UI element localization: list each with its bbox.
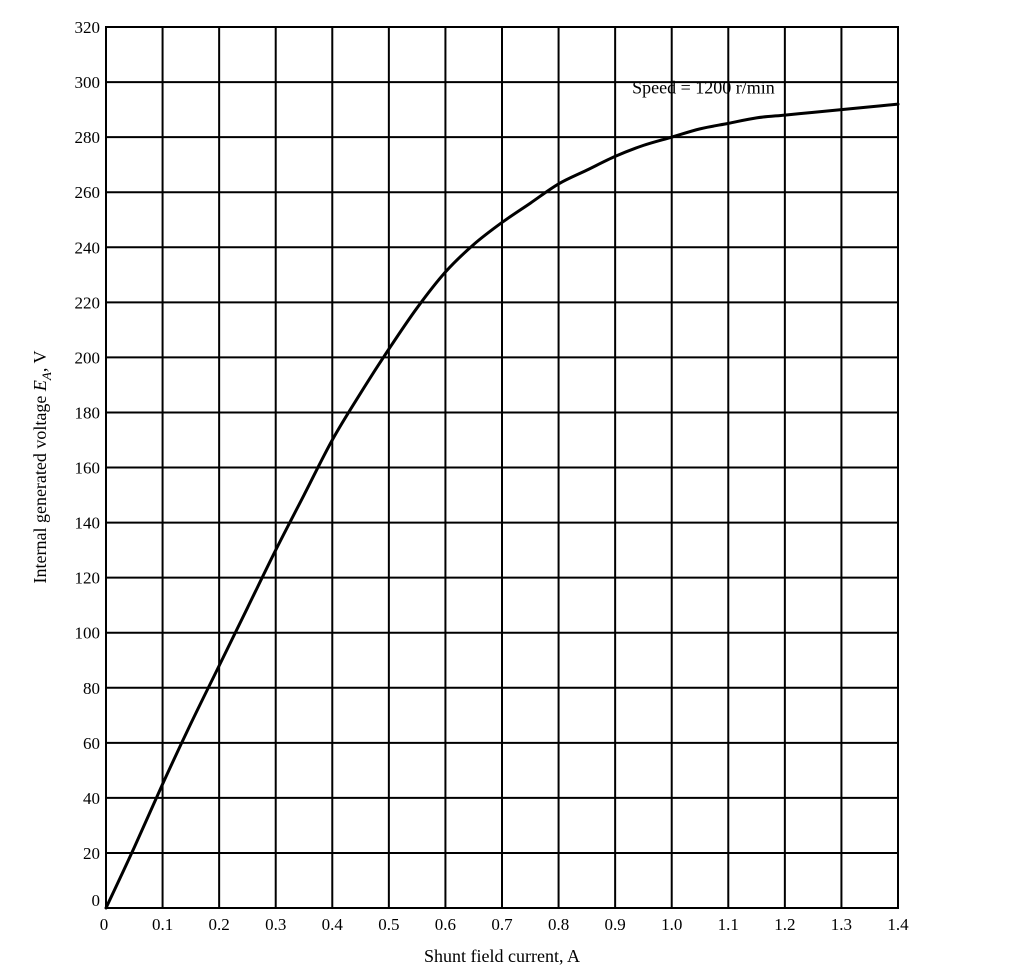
y-tick-label: 60 <box>83 734 100 753</box>
x-tick-label: 0.1 <box>152 915 173 934</box>
x-tick-label: 0.8 <box>548 915 569 934</box>
x-tick-label: 0.4 <box>322 915 344 934</box>
y-tick-label: 280 <box>75 128 101 147</box>
y-axis-label-symbol: E <box>30 380 50 392</box>
y-tick-label: 260 <box>75 183 101 202</box>
x-tick-label: 1.0 <box>661 915 682 934</box>
y-tick-label: 140 <box>75 514 101 533</box>
speed-annotation: Speed = 1200 r/min <box>632 78 775 98</box>
y-tick-label: 240 <box>75 238 101 257</box>
x-tick-label: 0.9 <box>605 915 626 934</box>
y-tick-label: 100 <box>75 624 101 643</box>
x-tick-label: 1.2 <box>774 915 795 934</box>
y-tick-label: 220 <box>75 293 101 312</box>
y-tick-label: 320 <box>75 18 101 37</box>
y-tick-label: 200 <box>75 348 101 367</box>
x-tick-label: 0 <box>100 915 109 934</box>
x-tick-label: 1.3 <box>831 915 852 934</box>
y-axis-label-prefix: Internal generated voltage <box>30 391 50 583</box>
x-tick-label: 0.7 <box>491 915 513 934</box>
plot-frame <box>105 26 899 909</box>
x-tick-label: 1.4 <box>887 915 909 934</box>
x-tick-labels: 0 0.1 0.2 0.3 0.4 0.5 0.6 0.7 0.8 0.9 1.0 1.1 1.2 1.3… <box>100 915 909 934</box>
x-tick-label: 0.5 <box>378 915 399 934</box>
y-tick-label: 80 <box>83 679 100 698</box>
x-tick-label: 0.6 <box>435 915 456 934</box>
x-tick-label: 0.2 <box>209 915 230 934</box>
magnetization-curve <box>104 102 900 910</box>
y-tick-label: 120 <box>75 569 101 588</box>
y-tick-labels: 0 20 40 60 80 100 120 140 160 180 200 220 240 260 280 3… <box>75 18 101 910</box>
x-tick-label: 0.3 <box>265 915 286 934</box>
y-tick-label: 40 <box>83 789 100 808</box>
x-tick-label: 1.1 <box>718 915 739 934</box>
y-axis-label-subscript: A <box>39 372 54 381</box>
y-tick-label: 300 <box>75 73 101 92</box>
y-tick-label: 160 <box>75 459 101 478</box>
y-tick-label: 20 <box>83 844 100 863</box>
y-tick-label: 180 <box>75 403 101 422</box>
grid <box>106 27 898 908</box>
y-axis-label-suffix: , V <box>30 350 50 372</box>
x-axis-label: Shunt field current, A <box>424 946 580 966</box>
y-tick-label: 0 <box>92 891 101 910</box>
y-axis-label: Internal generated voltage EA, V <box>30 350 54 583</box>
